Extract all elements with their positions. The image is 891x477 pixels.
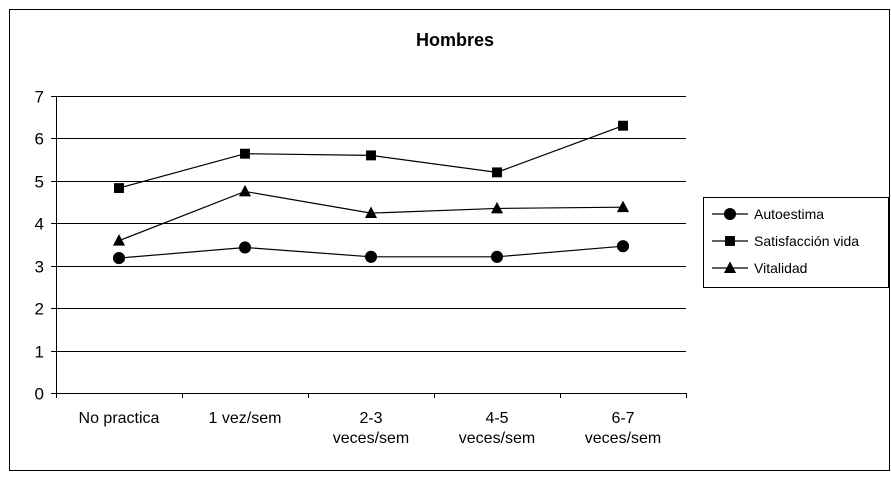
series-autoestima: [112, 240, 630, 265]
data-point-triangle: [238, 184, 252, 197]
series-satisfacción-vida: [114, 120, 628, 194]
data-point-circle: [490, 250, 504, 263]
data-point-square: [618, 120, 628, 131]
x-tick-label: 6-7: [611, 410, 634, 427]
x-tick-label: No practica: [79, 410, 160, 427]
data-point-triangle: [490, 201, 504, 214]
data-point-circle: [616, 240, 630, 253]
legend: Autoestima Satisfacción vida Vitalidad: [703, 197, 889, 288]
x-tick-label: 1 vez/sem: [209, 410, 282, 427]
y-tick-label: 1: [35, 343, 44, 362]
data-point-square: [240, 148, 250, 159]
legend-marker-triangle: [723, 261, 737, 273]
chart-title: Hombres: [416, 30, 494, 50]
y-tick-label: 5: [35, 173, 44, 192]
legend-marker-circle: [723, 207, 737, 221]
x-tick-label: veces/sem: [585, 430, 661, 447]
axes: [51, 96, 687, 398]
data-point-circle: [112, 252, 126, 265]
legend-marker-square: [725, 236, 735, 246]
x-axis-tick-labels: No practica 1 vez/sem 2-3 veces/sem 4-5 veces…: [79, 410, 662, 447]
series-vitalidad: [112, 184, 630, 246]
legend-label: Satisfacción vida: [754, 233, 859, 249]
gridlines: [56, 96, 686, 352]
data-point-square: [492, 167, 502, 178]
y-tick-label: 2: [35, 300, 44, 319]
y-axis-tick-labels: 0 1 2 3 4 5 6 7: [35, 88, 44, 404]
legend-label: Autoestima: [754, 206, 824, 222]
x-tick-label: veces/sem: [459, 430, 535, 447]
data-point-circle: [364, 250, 378, 263]
data-point-triangle: [616, 200, 630, 213]
y-tick-label: 3: [35, 258, 44, 277]
data-point-triangle: [112, 234, 126, 246]
data-point-square: [366, 150, 376, 161]
series-lines: [112, 120, 630, 265]
x-tick-label: 4-5: [485, 410, 508, 427]
data-point-circle: [238, 241, 252, 254]
x-tick-label: veces/sem: [333, 430, 409, 447]
x-tick-label: 2-3: [359, 410, 382, 427]
y-tick-label: 6: [35, 130, 44, 149]
y-tick-label: 7: [35, 88, 44, 107]
data-point-triangle: [364, 206, 378, 219]
y-tick-label: 0: [35, 385, 44, 404]
legend-label: Vitalidad: [754, 260, 807, 276]
y-tick-label: 4: [35, 215, 44, 234]
data-point-square: [114, 183, 124, 194]
